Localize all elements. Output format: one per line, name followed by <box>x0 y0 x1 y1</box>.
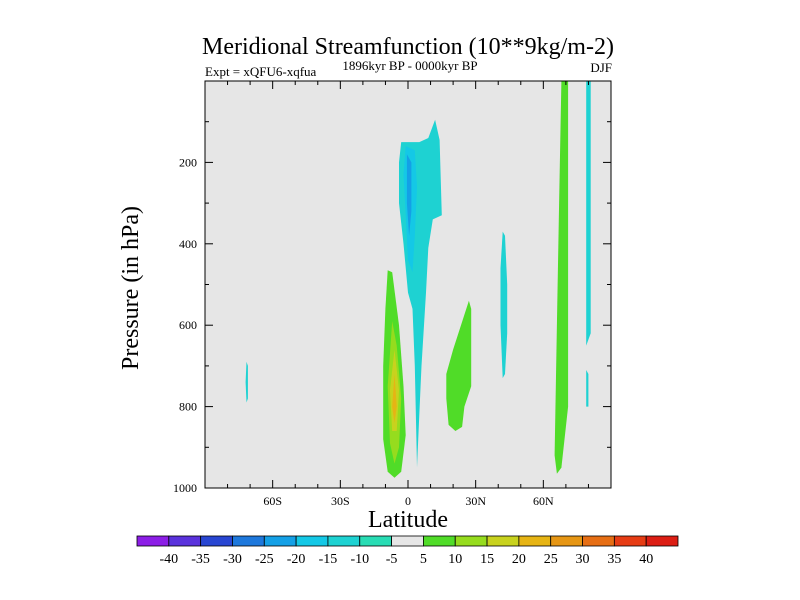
colorbar-label-5: -15 <box>319 552 338 567</box>
colorbar-swatch-4 <box>263 535 297 547</box>
colorbar-swatch-5 <box>295 535 329 547</box>
colorbar-swatch-13 <box>550 535 583 547</box>
contour-region-7 <box>446 300 472 431</box>
x-tick-label-4: 60N <box>533 494 554 508</box>
colorbar-swatch-14 <box>582 535 615 547</box>
contour-region-10 <box>500 231 508 379</box>
colorbar-swatch-3 <box>232 535 265 547</box>
colorbar-swatch-7 <box>359 535 392 547</box>
y-tick-label-2: 600 <box>179 318 197 332</box>
x-tick-label-3: 30N <box>465 494 486 508</box>
experiment-label: Expt = xQFU6-xqfua <box>205 64 317 79</box>
axis-ticks: 60S 30S 0 30N 60N 200 400 600 800 1000 <box>173 81 611 508</box>
y-tick-label-0: 200 <box>179 155 197 169</box>
colorbar-swatch-12 <box>518 535 552 547</box>
colorbar-swatch-6 <box>327 535 361 547</box>
x-tick-label-0: 60S <box>263 494 282 508</box>
colorbar-label-2: -30 <box>223 552 242 567</box>
colorbar-label-9: 10 <box>448 552 462 567</box>
colorbar-label-11: 20 <box>512 552 526 567</box>
colorbar-label-10: 15 <box>480 552 494 567</box>
colorbar-swatch-8 <box>391 535 424 547</box>
contour-region-11 <box>245 361 248 403</box>
y-axis-label: Pressure (in hPa) <box>118 206 144 370</box>
colorbar-label-13: 30 <box>576 552 590 567</box>
time-range-label: 1896kyr BP - 0000kyr BP <box>342 58 477 73</box>
colorbar-swatch-16 <box>645 535 679 547</box>
contour-region-2 <box>406 154 412 236</box>
colorbar-label-1: -35 <box>191 552 210 567</box>
colorbar-swatch-2 <box>200 535 233 547</box>
y-tick-label-3: 800 <box>179 400 197 414</box>
colorbar-swatch-10 <box>454 535 488 547</box>
x-tick-label-1: 30S <box>331 494 350 508</box>
colorbar-swatch-11 <box>486 535 520 547</box>
colorbar-label-12: 25 <box>544 552 558 567</box>
colorbar-label-7: -5 <box>386 552 398 567</box>
contour-region-9 <box>586 81 591 346</box>
colorbar-label-15: 40 <box>639 552 653 567</box>
colorbar-swatch-9 <box>423 535 456 547</box>
colorbar-swatch-15 <box>613 535 647 547</box>
x-tick-label-2: 0 <box>405 494 411 508</box>
chart-title: Meridional Streamfunction (10**9kg/m-2) <box>202 34 614 60</box>
colorbar-label-4: -20 <box>287 552 306 567</box>
contour-region-8 <box>554 81 569 474</box>
season-label: DJF <box>590 60 612 75</box>
colorbar-label-8: 5 <box>420 552 427 567</box>
colorbar-swatch-1 <box>168 535 202 547</box>
contour-region-12 <box>586 370 589 407</box>
y-tick-label-1: 400 <box>179 237 197 251</box>
colorbar-label-6: -10 <box>350 552 369 567</box>
contour-regions <box>245 81 591 478</box>
colorbar-label-0: -40 <box>159 552 178 567</box>
y-tick-label-4: 1000 <box>173 481 197 495</box>
colorbar-swatch-0 <box>136 535 170 547</box>
colorbar: -40 -35 -30 -25 -20 -15 -10 -5 5 10 15 20 25 30 35 40 <box>136 535 679 567</box>
x-axis-label: Latitude <box>368 507 448 533</box>
colorbar-label-3: -25 <box>255 552 274 567</box>
contour-region-6 <box>392 374 397 423</box>
colorbar-label-14: 35 <box>607 552 621 567</box>
